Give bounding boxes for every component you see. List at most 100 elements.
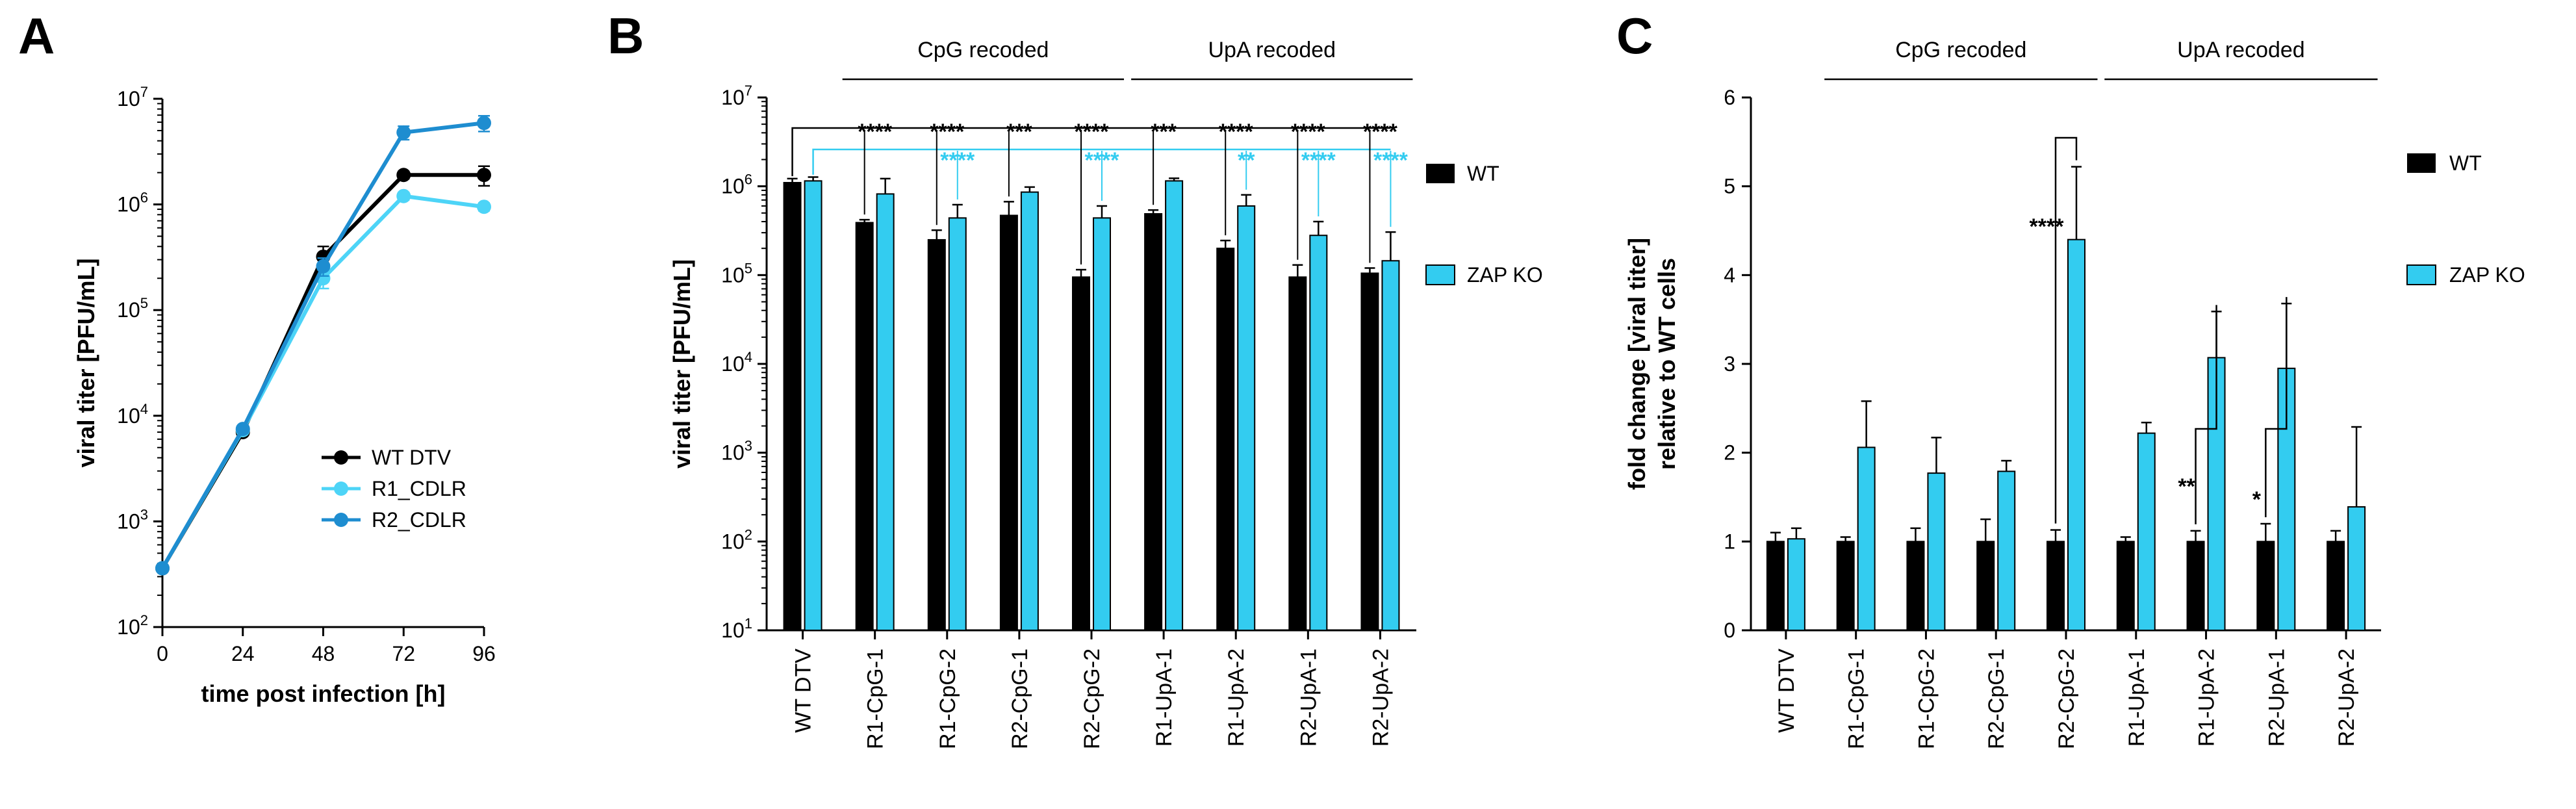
panel-a-x-axis-title: time post infection [h] — [201, 680, 446, 707]
panel-c-category-label: R2-UpA-1 — [2264, 648, 2289, 747]
panel-b-sig-black: *** — [1151, 120, 1177, 144]
panel-b-legend-swatch-zap — [1425, 264, 1455, 285]
panel-c-sig-label: ** — [2178, 474, 2195, 499]
panel-c-sig-bracket — [2195, 305, 2217, 524]
panel-c-legend-label-zap: ZAP KO — [2449, 263, 2525, 287]
panel-a-x-tick-label: 0 — [157, 642, 168, 665]
panel-a-point — [396, 168, 411, 183]
panel-b-sig-bracket-cyan — [812, 148, 1391, 175]
panel-b-sig-cyan: **** — [1373, 148, 1409, 173]
panel-b-sig-black: *** — [1006, 120, 1032, 144]
panel-a-point — [477, 199, 491, 214]
panel-c-bar — [1857, 446, 1876, 631]
panel-b-bar — [999, 214, 1018, 631]
panel-a-y-tick-label: 106 — [117, 190, 148, 216]
panel-b-sig-black: **** — [858, 120, 893, 144]
panel-c-bar — [2067, 238, 2085, 631]
panel-a-y-axis-title: viral titer [PFU/mL] — [73, 258, 99, 467]
panel-c-legend-swatch-zap — [2406, 264, 2436, 285]
panel-c-category-label: R2-CpG-1 — [1984, 648, 2009, 749]
panel-b-sig-bracket-black — [791, 127, 1391, 177]
panel-a-y-tick-label: 105 — [117, 295, 148, 322]
panel-b-bar — [1381, 260, 1400, 631]
panel-a-legend-swatch-marker — [334, 482, 348, 496]
panel-letter-c: C — [1616, 7, 1653, 64]
panel-c-y-tick-label: 5 — [1724, 175, 1735, 198]
panel-a-x-tick-label: 96 — [472, 642, 496, 665]
panel-b-bar — [1216, 248, 1235, 631]
panel-b-category-label: R1-CpG-1 — [863, 648, 888, 749]
panel-b-category-label: WT DTV — [791, 648, 816, 733]
panel-a-x-tick-label: 48 — [312, 642, 335, 665]
panel-letter-a: A — [18, 7, 55, 64]
panel-a-x-tick-label: 24 — [231, 642, 255, 665]
panel-c-sig-label: * — [2252, 487, 2262, 512]
panel-b-bar — [1237, 205, 1256, 631]
panel-b-sig-black: **** — [1075, 120, 1110, 144]
panel-c-y-tick-label: 3 — [1724, 352, 1735, 376]
panel-c-legend-swatch-wt — [2407, 153, 2436, 173]
panel-c-sig-label: **** — [2030, 214, 2065, 239]
panel-c-sig-bracket — [2054, 136, 2078, 524]
panel-letter-b: B — [607, 7, 644, 64]
panel-c-group-label-upa: UpA recoded — [2177, 38, 2305, 62]
panel-b-bar — [1020, 191, 1039, 631]
panel-a-point — [316, 259, 331, 274]
panel-b-bar — [927, 238, 946, 632]
panel-b-sig-black: **** — [930, 120, 965, 144]
panel-b-group-label-cpg: CpG recoded — [917, 38, 1049, 62]
panel-c-bar — [1836, 541, 1855, 631]
panel-a-series-line-2 — [160, 121, 485, 570]
panel-c-bar — [1927, 472, 1946, 631]
panel-c-y-axis-title-line1: fold change [viral titer] — [1624, 238, 1650, 490]
panel-b-bar — [1360, 272, 1379, 632]
panel-b-sig-cyan: ** — [1238, 148, 1255, 173]
panel-c-y-tick-label: 4 — [1724, 263, 1735, 287]
panel-a-legend-label: R1_CDLR — [372, 477, 466, 500]
panel-a-y-tick-label: 107 — [117, 84, 148, 110]
panel-a-point — [396, 188, 411, 203]
panel-c-bar — [1997, 470, 2016, 631]
panel-c-y-tick-label: 6 — [1724, 86, 1735, 109]
panel-c-category-label: R1-UpA-1 — [2124, 648, 2149, 747]
panel-c-bar — [1787, 538, 1805, 631]
panel-c-category-label: R2-CpG-2 — [2054, 648, 2079, 749]
panel-a-legend-swatch-marker — [334, 450, 348, 465]
panel-c-bar — [2047, 541, 2065, 631]
panel-b-bar — [876, 193, 895, 631]
panel-b-bar — [1288, 276, 1307, 632]
panel-c-y-tick-label: 1 — [1724, 530, 1735, 553]
panel-a-point — [477, 116, 491, 131]
panel-b-y-tick-label: 103 — [721, 438, 752, 465]
panel-c-category-label: R1-CpG-2 — [1914, 648, 1939, 749]
panel-c-bar — [2256, 541, 2275, 631]
panel-b-y-tick-label: 105 — [721, 260, 752, 287]
panel-c-bar — [1976, 541, 1995, 631]
panel-c-bar — [2327, 541, 2345, 631]
panel-c-bar — [2347, 506, 2366, 631]
panel-b-sig-cyan: **** — [1301, 148, 1336, 173]
panel-c-legend-label-wt: WT — [2449, 151, 2482, 175]
panel-a-y-tick-label: 102 — [117, 612, 148, 639]
panel-b-bar — [1144, 213, 1163, 631]
panel-b-sig-black: **** — [1219, 120, 1254, 144]
panel-b-category-label: R2-UpA-1 — [1296, 648, 1321, 747]
panel-b-y-tick-label: 101 — [721, 615, 752, 642]
panel-b-category-label: R2-UpA-2 — [1368, 648, 1393, 747]
panel-b-group-label-upa: UpA recoded — [1208, 38, 1336, 62]
panel-c-bar — [2137, 432, 2156, 631]
panel-b-bar — [855, 222, 874, 631]
panel-b-category-label: R1-CpG-2 — [936, 648, 960, 749]
panel-b-bar — [783, 182, 802, 632]
panel-a-y-tick-label: 104 — [117, 401, 148, 428]
panel-c-y-axis-title-line2: relative to WT cells — [1653, 258, 1680, 470]
panel-c-category-label: R1-UpA-2 — [2195, 648, 2219, 747]
panel-b-bar — [1093, 217, 1111, 632]
panel-a-x-tick-label: 72 — [392, 642, 415, 665]
panel-b-sig-cyan: **** — [940, 148, 975, 173]
panel-b-sig-black: **** — [1291, 120, 1326, 144]
panel-b-legend-label-wt: WT — [1467, 162, 1499, 185]
panel-b-legend-label-zap: ZAP KO — [1467, 263, 1543, 287]
